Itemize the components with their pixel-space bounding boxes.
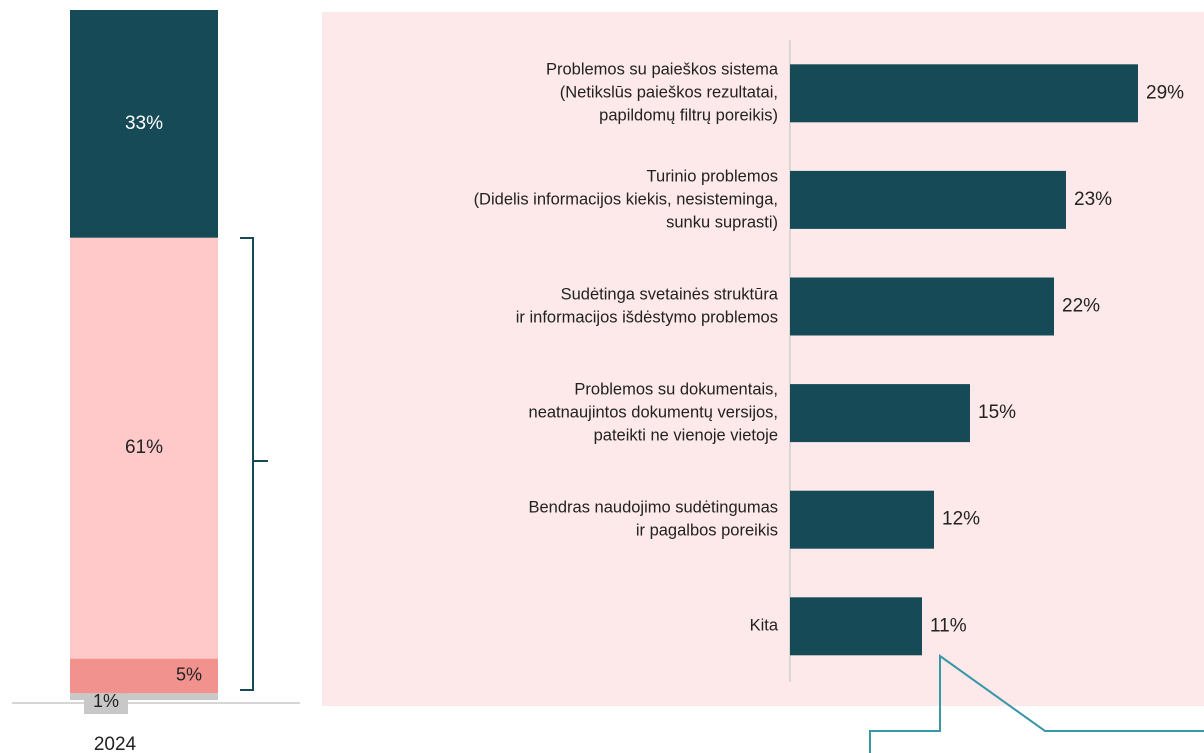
bar xyxy=(790,170,1066,229)
bar xyxy=(790,277,1054,336)
bar-segment xyxy=(70,10,218,238)
data-label: 11% xyxy=(930,615,967,636)
category-label: Bendras naudojimo sudėtingumas xyxy=(529,499,779,517)
category-label: ir informacijos išdėstymo problemos xyxy=(516,308,778,326)
bar xyxy=(790,597,922,656)
data-label: 23% xyxy=(1074,189,1112,210)
category-label: pateikti ne vienoje vietoje xyxy=(594,426,778,444)
data-label: 1% xyxy=(93,691,119,711)
bar-segment xyxy=(70,237,218,659)
bar-segment xyxy=(70,658,218,694)
bar xyxy=(790,490,934,549)
category-label: papildomų filtrų poreikis) xyxy=(599,107,778,125)
data-label: 12% xyxy=(942,509,980,530)
data-label: 22% xyxy=(1062,296,1100,317)
category-label: sunku suprasti) xyxy=(666,213,778,231)
bar xyxy=(790,384,970,443)
category-label: (Didelis informacijos kiekis, nesistemin… xyxy=(474,190,778,208)
category-label: ir pagalbos poreikis xyxy=(636,522,778,540)
category-label: (Netikslūs paieškos rezultatai, xyxy=(560,84,778,102)
category-label: Turinio problemos xyxy=(647,167,778,185)
data-label: 33% xyxy=(125,113,163,134)
x-tick-label: 2024 xyxy=(94,734,137,753)
category-label: Problemos su dokumentais, xyxy=(574,380,778,398)
data-label: 29% xyxy=(1146,82,1184,103)
data-label: 5% xyxy=(176,665,202,685)
category-label: Kita xyxy=(750,617,779,635)
bracket xyxy=(240,237,268,691)
callout xyxy=(869,654,1204,753)
category-label: Sudėtinga svetainės struktūra xyxy=(561,285,779,303)
category-label: neatnaujintos dokumentų versijos, xyxy=(529,403,778,421)
data-label: 15% xyxy=(978,402,1016,423)
data-label: 61% xyxy=(125,437,163,458)
category-label: Problemos su paieškos sistema xyxy=(546,61,779,79)
bar-segment xyxy=(70,693,218,700)
bar xyxy=(790,64,1138,123)
panel-background xyxy=(322,12,1204,706)
